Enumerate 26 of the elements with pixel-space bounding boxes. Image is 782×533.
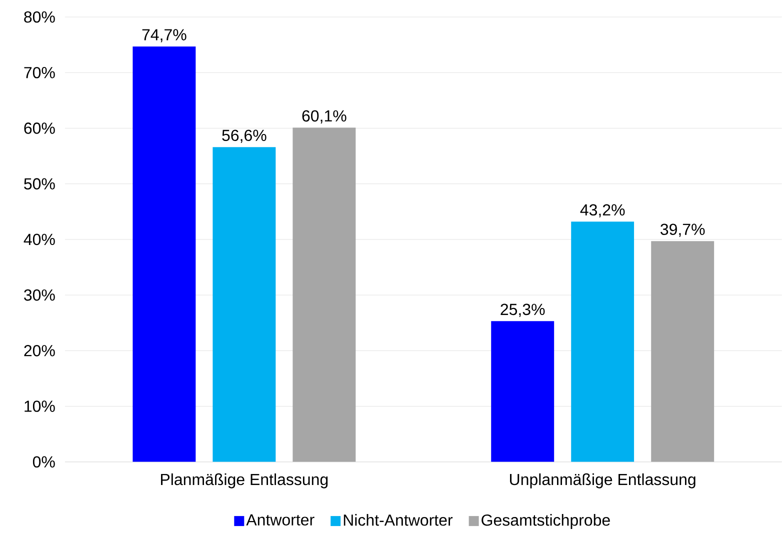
legend-label: Antworter	[246, 514, 314, 526]
bar	[292, 128, 356, 462]
y-tick-label: 30%	[24, 289, 55, 301]
data-label: 56,6%	[222, 130, 266, 143]
data-label: 43,2%	[580, 204, 625, 218]
data-label: 60,1%	[302, 110, 346, 124]
x-tick-label: Unplanmäßige Entlassung	[510, 473, 696, 488]
data-label: 39,7%	[660, 224, 705, 237]
y-tick-label: 0%	[32, 456, 55, 468]
x-tick-label: Planmäßige Entlassung	[161, 473, 328, 488]
legend-label: Gesamtstichprobe	[482, 514, 610, 530]
bar	[491, 321, 554, 462]
data-label: 74,7%	[142, 29, 186, 42]
bar	[132, 46, 196, 462]
bar	[212, 147, 276, 462]
bar	[651, 241, 714, 462]
y-tick-label: 40%	[24, 234, 55, 246]
y-tick-label: 50%	[24, 178, 55, 190]
y-tick-label: 60%	[24, 122, 55, 134]
y-tick-label: 70%	[24, 67, 55, 78]
legend-label: Nicht-Antworter	[344, 514, 453, 526]
y-tick-label: 20%	[24, 345, 55, 356]
data-label: 25,3%	[500, 304, 545, 318]
bar	[571, 222, 634, 462]
y-tick-label: 10%	[24, 400, 55, 412]
y-tick-label: 80%	[24, 11, 55, 23]
